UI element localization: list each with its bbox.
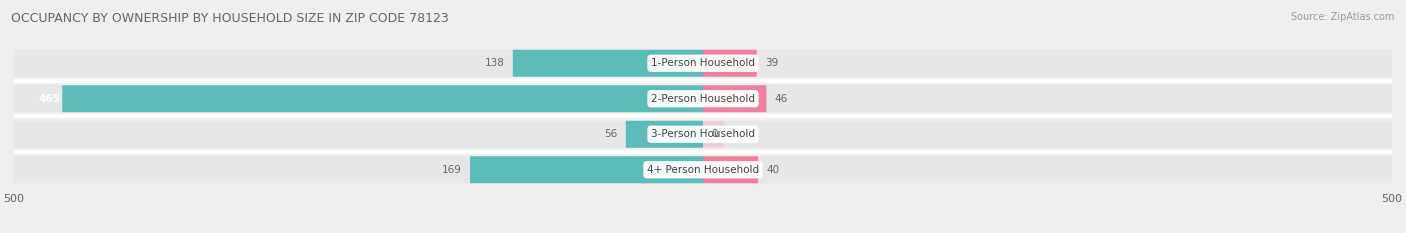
FancyBboxPatch shape [626,121,703,148]
Text: 46: 46 [775,94,787,104]
Text: 2-Person Household: 2-Person Household [651,94,755,104]
Text: 3-Person Household: 3-Person Household [651,129,755,139]
Text: 56: 56 [605,129,617,139]
FancyBboxPatch shape [14,50,1392,77]
Text: 4+ Person Household: 4+ Person Household [647,165,759,175]
Text: OCCUPANCY BY OWNERSHIP BY HOUSEHOLD SIZE IN ZIP CODE 78123: OCCUPANCY BY OWNERSHIP BY HOUSEHOLD SIZE… [11,12,449,25]
Text: 0: 0 [711,129,718,139]
FancyBboxPatch shape [14,121,1392,148]
FancyBboxPatch shape [703,85,766,112]
FancyBboxPatch shape [703,156,758,183]
Text: 169: 169 [441,165,461,175]
FancyBboxPatch shape [62,85,703,112]
FancyBboxPatch shape [703,50,756,77]
Text: 1-Person Household: 1-Person Household [651,58,755,68]
Text: Source: ZipAtlas.com: Source: ZipAtlas.com [1291,12,1395,22]
FancyBboxPatch shape [14,85,1392,112]
FancyBboxPatch shape [14,156,1392,183]
Text: 465: 465 [39,94,60,104]
Text: 39: 39 [765,58,779,68]
Text: 40: 40 [766,165,779,175]
FancyBboxPatch shape [513,50,703,77]
FancyBboxPatch shape [470,156,703,183]
FancyBboxPatch shape [703,121,724,147]
Text: 138: 138 [485,58,505,68]
